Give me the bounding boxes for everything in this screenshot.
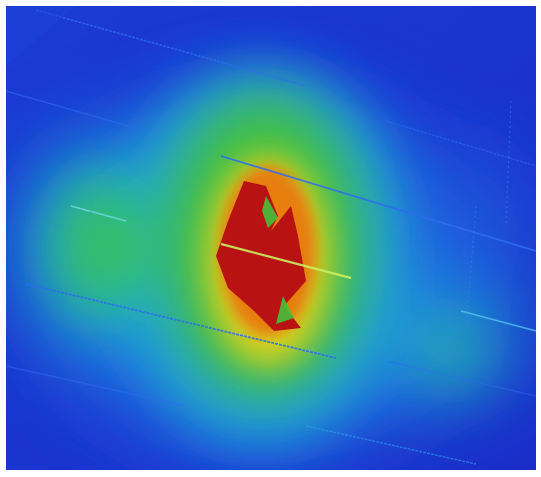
haze-northeast: [416, 146, 536, 306]
heatmap-viewport[interactable]: [6, 6, 536, 470]
lowmid-east: [411, 311, 491, 391]
heatmap-canvas[interactable]: [6, 6, 536, 470]
